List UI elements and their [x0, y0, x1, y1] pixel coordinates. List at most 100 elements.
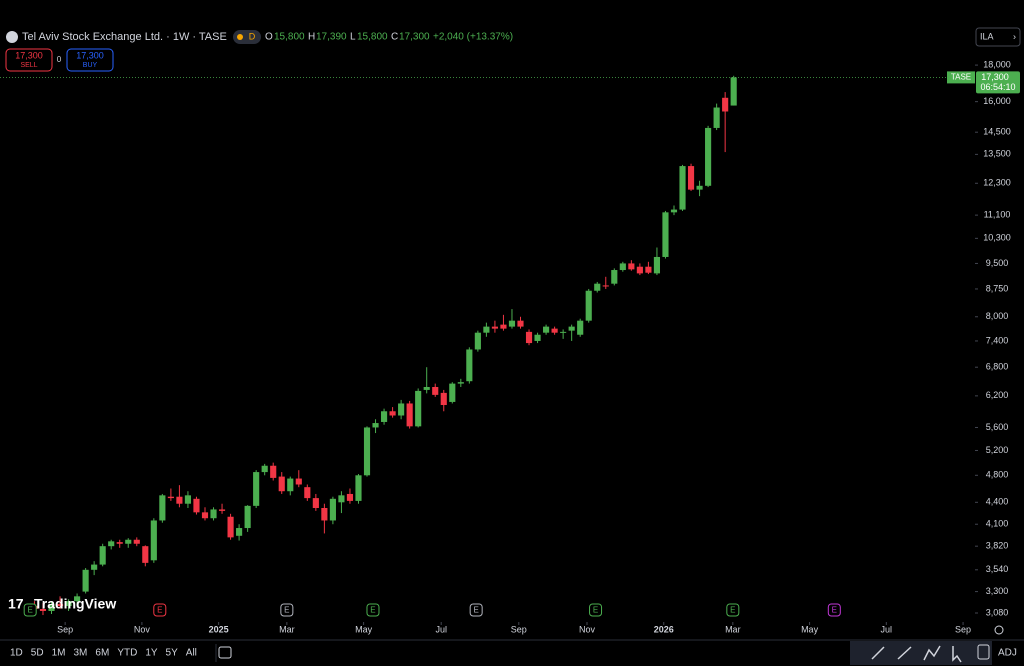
candle-body: [167, 496, 174, 499]
candle-body: [543, 326, 550, 333]
y-tick-label: 4,100: [986, 519, 1009, 529]
line-tool[interactable]: [871, 646, 912, 660]
candle-body: [679, 166, 686, 210]
candle-body: [48, 604, 55, 611]
range-button[interactable]: 3M: [74, 648, 88, 659]
range-button[interactable]: 1M: [52, 648, 66, 659]
candle-body: [628, 263, 635, 270]
candle-body: [687, 166, 695, 190]
x-tick-label: Nov: [134, 624, 151, 634]
currency-caret: ›: [1013, 31, 1016, 41]
range-button[interactable]: 5Y: [166, 648, 179, 659]
candle-body: [99, 546, 106, 565]
x-tick-label: Sep: [955, 624, 971, 634]
candle-body: [662, 212, 669, 257]
event-label: E: [832, 606, 837, 615]
candle-body: [500, 324, 507, 329]
candle-body: [363, 427, 371, 476]
x-tick-label: 2025: [209, 624, 229, 634]
spread: 0: [57, 55, 62, 64]
pattern-tool[interactable]: [923, 645, 941, 661]
ohlc-label: H: [308, 32, 315, 43]
x-tick-label: Nov: [579, 624, 596, 634]
event-label: E: [593, 606, 598, 615]
candle-body: [261, 465, 268, 473]
event-marker: [726, 603, 740, 617]
ohlc-label: L: [350, 32, 356, 43]
candle-body: [508, 320, 516, 327]
range-button[interactable]: 1Y: [145, 648, 158, 659]
ohlc-label: O: [265, 32, 273, 43]
y-tick-label: 14,500: [983, 127, 1011, 137]
candle-body: [210, 509, 217, 519]
candle-body: [611, 270, 618, 284]
buy-button[interactable]: [66, 48, 114, 72]
candle-body: [184, 495, 192, 504]
cursor-tool[interactable]: [952, 646, 962, 663]
ohlc-value: 15,800: [274, 32, 305, 43]
candle-body: [236, 528, 243, 536]
y-tick-label: 4,800: [986, 470, 1009, 480]
drawing-tools-bg: [850, 641, 992, 665]
y-tick-label: 7,400: [986, 335, 1009, 345]
candle-body: [355, 475, 362, 501]
candle-body: [65, 601, 72, 607]
sell-label: SELL: [20, 62, 37, 69]
settings-icon[interactable]: [994, 625, 1004, 635]
range-button[interactable]: All: [186, 648, 197, 659]
candle-body: [406, 403, 413, 427]
candle-body: [517, 320, 524, 327]
y-tick-label: 5,600: [986, 422, 1009, 432]
y-tick-label: 4,400: [986, 497, 1009, 507]
candle-body: [142, 546, 149, 563]
candle-body: [287, 478, 294, 492]
candle-body: [380, 411, 388, 422]
x-tick-label: Mar: [279, 624, 295, 634]
candle-body: [645, 266, 652, 273]
candle-body: [730, 77, 737, 106]
currency-select[interactable]: [975, 27, 1021, 47]
sell-price: 17,300: [15, 50, 43, 60]
candle-body: [159, 495, 166, 521]
candle-body: [440, 392, 447, 406]
candle-body: [321, 508, 328, 521]
candle-body: [312, 498, 319, 509]
price-tag: 17,300: [981, 72, 1009, 82]
dollar-tool[interactable]: [977, 644, 990, 660]
candle-body: [91, 564, 98, 570]
range-button[interactable]: 1D: [10, 648, 23, 659]
x-tick-label: May: [801, 624, 819, 634]
adj[interactable]: ADJ: [998, 648, 1017, 659]
candle-body: [577, 320, 584, 335]
candle-body: [525, 331, 533, 344]
candle-body: [346, 493, 354, 501]
candle-body: [389, 411, 396, 416]
candle-body: [568, 326, 575, 331]
x-tick-label: Sep: [57, 624, 73, 634]
candle-body: [329, 498, 336, 521]
badge-bg: [233, 30, 261, 44]
sell-button[interactable]: [5, 48, 53, 72]
candle-body: [474, 332, 481, 350]
candle-body: [270, 465, 277, 478]
candle-body: [74, 596, 81, 602]
range-button[interactable]: 6M: [95, 648, 109, 659]
buy-price: 17,300: [76, 50, 104, 60]
event-label: E: [157, 606, 162, 615]
candle-body: [585, 290, 592, 321]
y-tick-label: 11,100: [984, 209, 1011, 219]
candle-body: [594, 283, 601, 291]
countdown: 06:54:10: [980, 82, 1015, 92]
candle-body: [116, 542, 123, 544]
exchange-tag-bg: [947, 71, 975, 84]
candle-body: [133, 539, 140, 544]
candle-body: [39, 608, 47, 611]
x-tick-label: Jul: [435, 624, 447, 634]
candle-body: [722, 97, 729, 112]
range-button[interactable]: 5D: [31, 648, 44, 659]
event-marker: [153, 603, 167, 617]
range-button[interactable]: YTD: [117, 648, 137, 659]
y-tick-label: 13,500: [983, 149, 1011, 159]
date-range-icon[interactable]: [218, 646, 232, 659]
